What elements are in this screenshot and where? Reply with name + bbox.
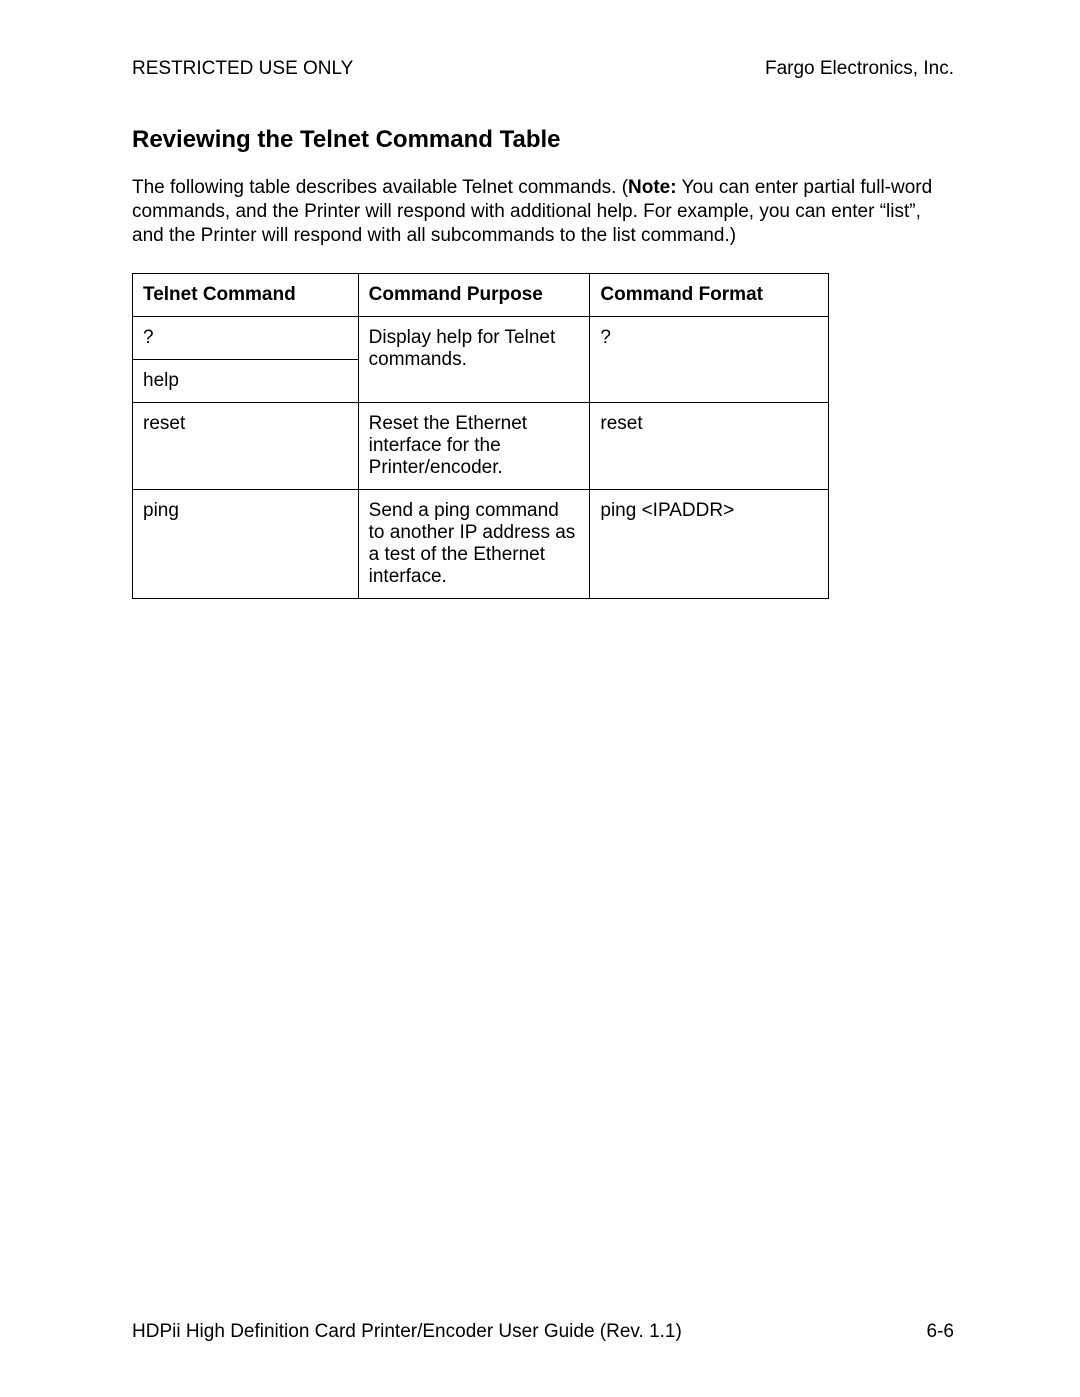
intro-pre: The following table describes available … <box>132 177 628 198</box>
section-title: Reviewing the Telnet Command Table <box>132 126 954 154</box>
cell-purpose-help: Display help for Telnet commands. <box>358 317 590 403</box>
intro-paragraph: The following table describes available … <box>132 176 954 247</box>
cell-command-ping: ping <box>133 490 359 599</box>
header-command-purpose: Command Purpose <box>358 274 590 317</box>
table-header-row: Telnet Command Command Purpose Command F… <box>133 274 829 317</box>
cell-purpose-reset: Reset the Ethernet interface for the Pri… <box>358 403 590 490</box>
intro-note-label: Note: <box>628 177 677 198</box>
header-telnet-command: Telnet Command <box>133 274 359 317</box>
table-row: ? Display help for Telnet commands. ? <box>133 317 829 360</box>
cell-purpose-ping: Send a ping command to another IP addres… <box>358 490 590 599</box>
header-left-text: RESTRICTED USE ONLY <box>132 58 353 80</box>
cell-format-reset: reset <box>590 403 829 490</box>
footer-right-text: 6-6 <box>927 1321 954 1343</box>
cell-format-ping: ping <IPADDR> <box>590 490 829 599</box>
header-right-text: Fargo Electronics, Inc. <box>765 58 954 80</box>
cell-command-question: ? <box>133 317 359 360</box>
cell-command-help: help <box>133 360 359 403</box>
cell-format-question: ? <box>590 317 829 403</box>
page-header: RESTRICTED USE ONLY Fargo Electronics, I… <box>132 58 954 80</box>
table-row: ping Send a ping command to another IP a… <box>133 490 829 599</box>
cell-command-reset: reset <box>133 403 359 490</box>
document-page: RESTRICTED USE ONLY Fargo Electronics, I… <box>0 0 1080 1397</box>
table-row: reset Reset the Ethernet interface for t… <box>133 403 829 490</box>
header-command-format: Command Format <box>590 274 829 317</box>
page-footer: HDPii High Definition Card Printer/Encod… <box>132 1321 954 1343</box>
telnet-command-table: Telnet Command Command Purpose Command F… <box>132 273 829 599</box>
footer-left-text: HDPii High Definition Card Printer/Encod… <box>132 1321 682 1343</box>
